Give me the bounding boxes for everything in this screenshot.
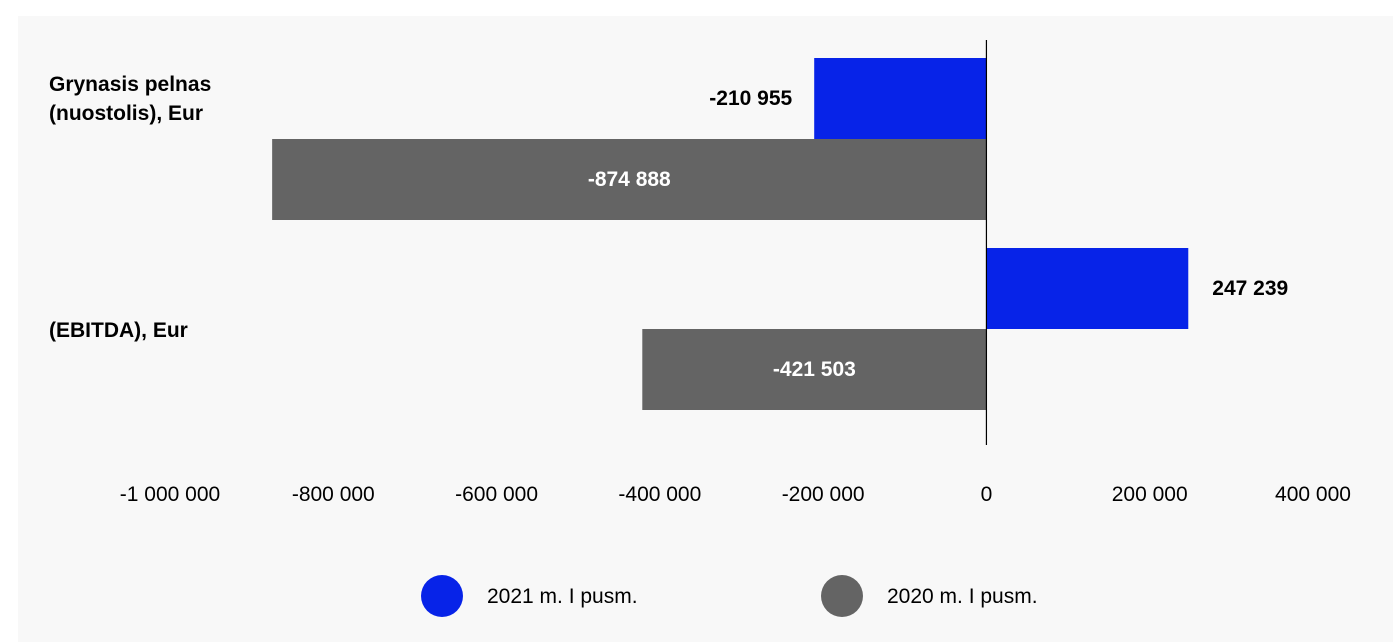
bar-net-profit-2020 bbox=[272, 139, 987, 220]
bar-label-net-profit-2021: -210 955 bbox=[709, 87, 792, 110]
legend-label-2021: 2021 m. I pusm. bbox=[487, 585, 638, 608]
legend-swatch-2021 bbox=[421, 575, 463, 617]
x-tick-label: -800 000 bbox=[292, 483, 375, 506]
bar-label-ebitda-2021: 247 239 bbox=[1212, 277, 1288, 300]
x-tick-label: 200 000 bbox=[1112, 483, 1188, 506]
bar-ebitda-2020 bbox=[642, 329, 987, 410]
bar-net-profit-2021 bbox=[814, 58, 987, 139]
x-tick-label: -200 000 bbox=[782, 483, 865, 506]
legend-swatch-2020 bbox=[821, 575, 863, 617]
bar-label-net-profit-2020: -874 888 bbox=[588, 168, 671, 191]
x-tick-label: 0 bbox=[981, 483, 993, 506]
x-tick-label: -1 000 000 bbox=[120, 483, 220, 506]
category-label-ebitda-line-1: (EBITDA), Eur bbox=[49, 319, 188, 342]
category-label-net-profit-line-2: (nuostolis), Eur bbox=[49, 102, 203, 125]
bar-label-ebitda-2020: -421 503 bbox=[773, 358, 856, 381]
x-tick-label: -400 000 bbox=[618, 483, 701, 506]
legend-label-2020: 2020 m. I pusm. bbox=[887, 585, 1038, 608]
x-tick-label: -600 000 bbox=[455, 483, 538, 506]
category-label-net-profit-line-1: Grynasis pelnas bbox=[49, 73, 211, 96]
x-tick-label: 400 000 bbox=[1275, 483, 1351, 506]
bar-ebitda-2021 bbox=[986, 248, 1189, 329]
